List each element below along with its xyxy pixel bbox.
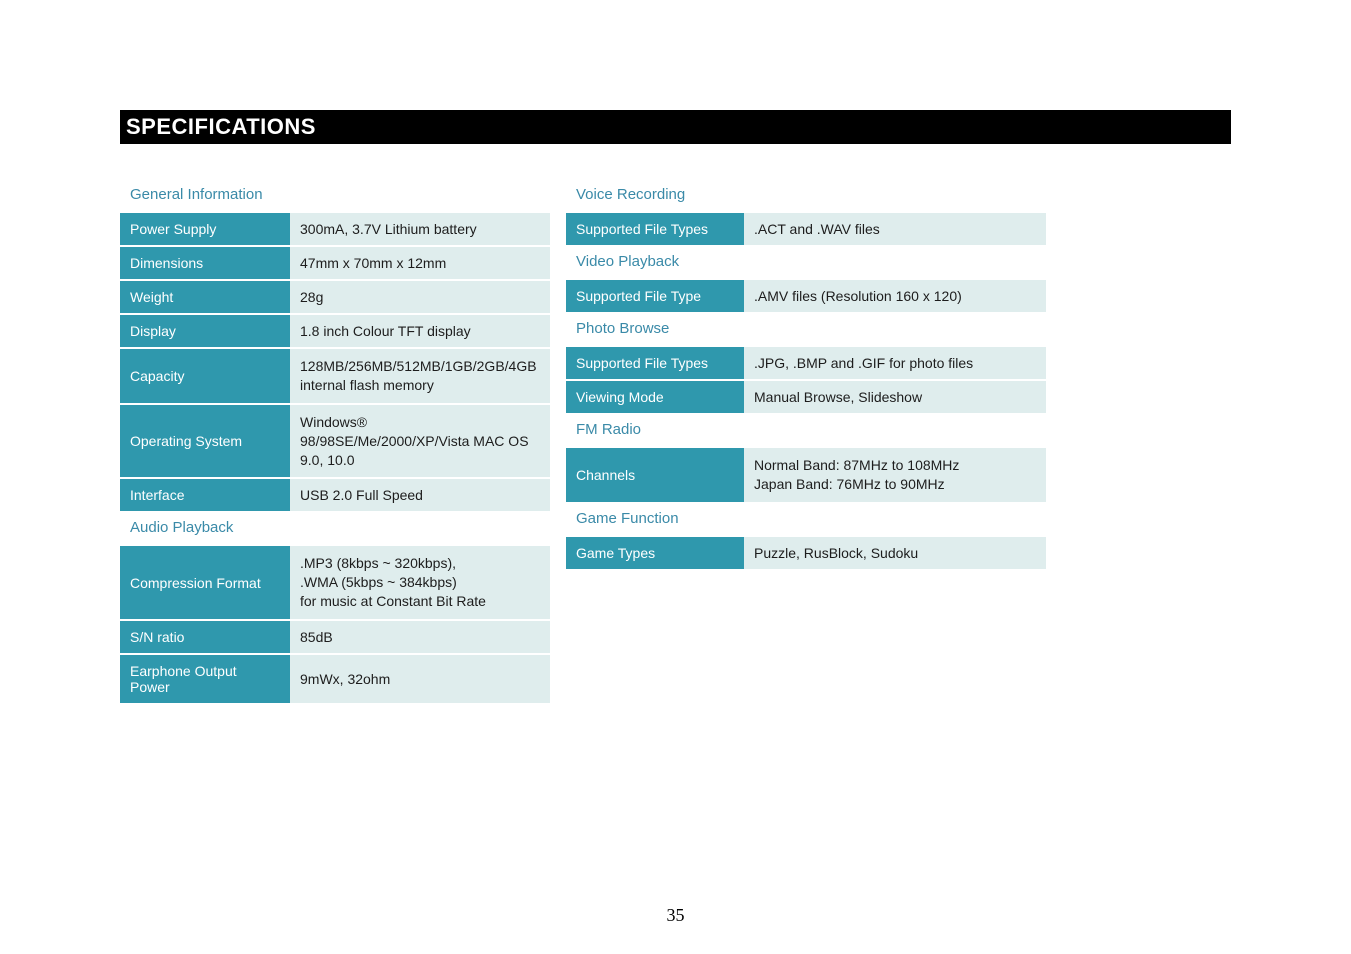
label-display: Display [120, 315, 290, 347]
label-dimensions: Dimensions [120, 247, 290, 279]
value-photo-types: .JPG, .BMP and .GIF for photo files [744, 347, 1046, 379]
value-capacity: 128MB/256MB/512MB/1GB/2GB/4GB internal f… [290, 349, 550, 403]
label-sn-ratio: S/N ratio [120, 621, 290, 653]
columns: General Information Power Supply 300mA, … [120, 178, 1231, 703]
row-os: Operating System Windows® 98/98SE/Me/200… [120, 403, 550, 478]
row-video-type: Supported File Type .AMV files (Resoluti… [566, 278, 1046, 312]
page-number: 35 [0, 905, 1351, 926]
row-game-types: Game Types Puzzle, RusBlock, Sudoku [566, 535, 1046, 569]
row-display: Display 1.8 inch Colour TFT display [120, 313, 550, 347]
value-video-type: .AMV files (Resolution 160 x 120) [744, 280, 1046, 312]
value-dimensions: 47mm x 70mm x 12mm [290, 247, 550, 279]
row-interface: Interface USB 2.0 Full Speed [120, 477, 550, 511]
value-sn-ratio: 85dB [290, 621, 550, 653]
row-voice-types: Supported File Types .ACT and .WAV files [566, 211, 1046, 245]
value-compression: .MP3 (8kbps ~ 320kbps), .WMA (5kbps ~ 38… [290, 546, 550, 619]
value-photo-mode: Manual Browse, Slideshow [744, 381, 1046, 413]
label-photo-types: Supported File Types [566, 347, 744, 379]
value-os: Windows® 98/98SE/Me/2000/XP/Vista MAC OS… [290, 405, 550, 478]
value-fm-channels: Normal Band: 87MHz to 108MHz Japan Band:… [744, 448, 1046, 502]
row-earphone: Earphone Output Power 9mWx, 32ohm [120, 653, 550, 703]
section-header-voice: Voice Recording [566, 178, 1046, 211]
row-fm-channels: Channels Normal Band: 87MHz to 108MHz Ja… [566, 446, 1046, 502]
title-text: SPECIFICATIONS [126, 114, 316, 139]
label-game-types: Game Types [566, 537, 744, 569]
right-column: Voice Recording Supported File Types .AC… [566, 178, 1046, 703]
page: SPECIFICATIONS General Information Power… [0, 0, 1351, 703]
label-weight: Weight [120, 281, 290, 313]
label-compression: Compression Format [120, 546, 290, 619]
section-header-general: General Information [120, 178, 550, 211]
value-interface: USB 2.0 Full Speed [290, 479, 550, 511]
label-interface: Interface [120, 479, 290, 511]
value-game-types: Puzzle, RusBlock, Sudoku [744, 537, 1046, 569]
row-photo-mode: Viewing Mode Manual Browse, Slideshow [566, 379, 1046, 413]
row-compression: Compression Format .MP3 (8kbps ~ 320kbps… [120, 544, 550, 619]
label-power-supply: Power Supply [120, 213, 290, 245]
title-bar: SPECIFICATIONS [120, 110, 1231, 144]
value-display: 1.8 inch Colour TFT display [290, 315, 550, 347]
row-dimensions: Dimensions 47mm x 70mm x 12mm [120, 245, 550, 279]
label-video-type: Supported File Type [566, 280, 744, 312]
value-power-supply: 300mA, 3.7V Lithium battery [290, 213, 550, 245]
label-photo-mode: Viewing Mode [566, 381, 744, 413]
label-voice-types: Supported File Types [566, 213, 744, 245]
section-header-video: Video Playback [566, 245, 1046, 278]
row-photo-types: Supported File Types .JPG, .BMP and .GIF… [566, 345, 1046, 379]
row-power-supply: Power Supply 300mA, 3.7V Lithium battery [120, 211, 550, 245]
value-weight: 28g [290, 281, 550, 313]
section-header-game: Game Function [566, 502, 1046, 535]
label-fm-channels: Channels [566, 448, 744, 502]
section-header-fm: FM Radio [566, 413, 1046, 446]
section-header-audio: Audio Playback [120, 511, 550, 544]
label-os: Operating System [120, 405, 290, 478]
row-sn-ratio: S/N ratio 85dB [120, 619, 550, 653]
value-voice-types: .ACT and .WAV files [744, 213, 1046, 245]
label-capacity: Capacity [120, 349, 290, 403]
left-column: General Information Power Supply 300mA, … [120, 178, 550, 703]
value-earphone: 9mWx, 32ohm [290, 655, 550, 703]
row-weight: Weight 28g [120, 279, 550, 313]
row-capacity: Capacity 128MB/256MB/512MB/1GB/2GB/4GB i… [120, 347, 550, 403]
label-earphone: Earphone Output Power [120, 655, 290, 703]
section-header-photo: Photo Browse [566, 312, 1046, 345]
